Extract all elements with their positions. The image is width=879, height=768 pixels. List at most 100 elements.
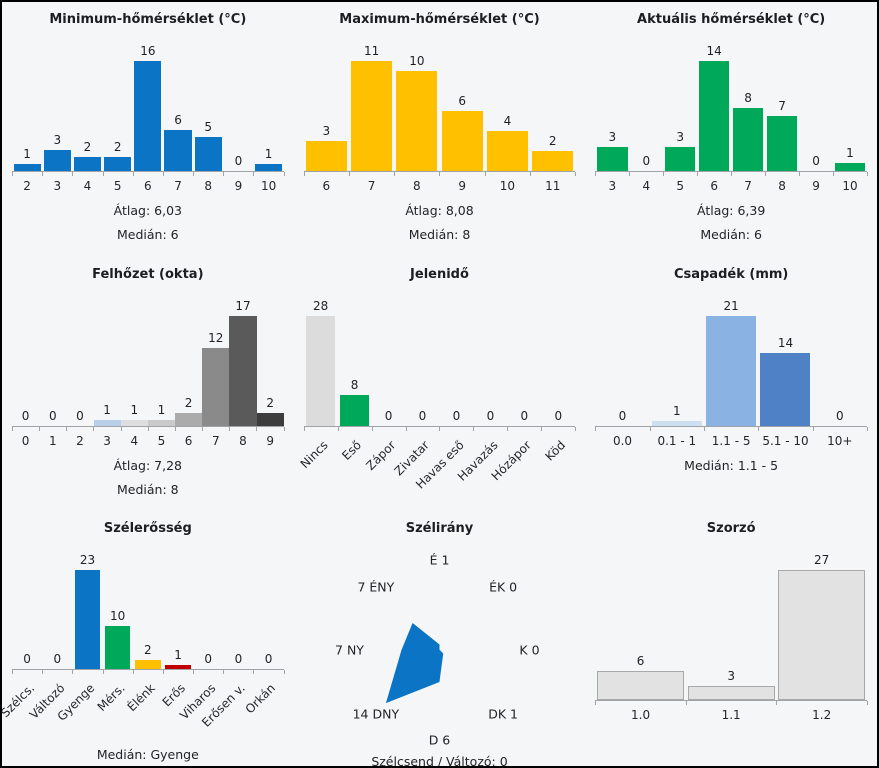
- bar-slot: 17: [229, 296, 257, 426]
- bar-value-label: 1: [264, 147, 273, 161]
- bar: [194, 137, 222, 171]
- x-label: 4: [642, 179, 651, 193]
- plot-area: 0 0 23 10 2 1 0 0 0: [2, 550, 294, 670]
- bar-value-label: 3: [727, 669, 735, 684]
- bar-value-label: 11: [363, 44, 380, 58]
- axis-tick: [229, 426, 231, 431]
- x-label: 7: [211, 433, 220, 448]
- chart-body: 6 3 27 1.0 1.1 1.2: [585, 550, 877, 722]
- axis-tick: [193, 670, 195, 675]
- axis-tick: [866, 701, 868, 706]
- bar-value-label: 27: [814, 553, 830, 568]
- x-axis-labels: 1.0 1.1 1.2: [585, 708, 877, 722]
- axis-tick: [253, 172, 255, 176]
- axis-tick: [697, 172, 699, 176]
- bar-value-label: 0: [204, 652, 213, 667]
- bar-value-label: 1: [673, 403, 681, 418]
- bar: [532, 151, 574, 171]
- axis-tick: [253, 670, 255, 675]
- bar-slot: 11: [349, 41, 394, 171]
- x-axis: [303, 425, 577, 432]
- bar-value-label: 0: [418, 408, 427, 423]
- bar: [698, 61, 730, 171]
- bar-slot: 3: [595, 41, 629, 171]
- bar-slot: 23: [72, 550, 102, 670]
- bar: [13, 164, 41, 171]
- bar-slot: 1: [163, 550, 193, 670]
- x-label: 10: [842, 179, 858, 193]
- bar: [104, 157, 132, 171]
- axis-tick: [685, 701, 687, 706]
- axis-tick: [439, 426, 441, 431]
- bar-value-label: 0: [486, 408, 495, 423]
- bar-slot: 0: [42, 550, 72, 669]
- axis-tick: [132, 172, 134, 176]
- bar-slot: 2: [530, 41, 575, 171]
- axis-tick: [162, 172, 164, 176]
- axis-tick: [283, 426, 285, 431]
- x-label: 2: [76, 433, 84, 448]
- x-label: 9: [266, 433, 274, 448]
- bar-slot: 14: [758, 296, 812, 426]
- x-label: 0.1 - 1: [657, 433, 697, 448]
- bar-value-label: 0: [234, 154, 243, 168]
- x-label: 5: [676, 179, 685, 193]
- bar-slot: 16: [133, 41, 163, 171]
- bar: [651, 420, 702, 426]
- x-axis: [12, 171, 285, 177]
- x-axis-labels: 0 1 2 3 4 5 6 7 8 9: [2, 434, 294, 448]
- axis-tick: [72, 172, 74, 176]
- bar-slot: 0: [406, 296, 440, 426]
- axis-tick: [595, 172, 597, 176]
- x-label: 0: [21, 433, 30, 448]
- x-label: 1.1: [721, 708, 741, 723]
- bar: [104, 626, 131, 670]
- bar: [73, 157, 102, 171]
- x-label: 10: [260, 179, 277, 193]
- bar-slot: 0: [12, 550, 42, 669]
- bar: [43, 150, 71, 171]
- axis-tick: [66, 426, 68, 431]
- bar: [255, 164, 283, 171]
- bar-value-label: 14: [706, 44, 722, 58]
- x-label: 7: [174, 179, 182, 193]
- bar-slot: 3: [686, 550, 777, 701]
- axis-tick: [507, 426, 509, 431]
- panel-wind-strength: Szélerősség 0 0 23 10 2 1 0 0 0 Szélcs. Változó Gye…: [2, 511, 294, 766]
- bar-value-label: 1: [174, 648, 182, 663]
- axis-tick: [193, 172, 195, 176]
- bar: [441, 111, 483, 171]
- axis-tick: [256, 426, 258, 431]
- bar-slot: 0: [193, 550, 223, 669]
- x-label: 1.1 - 5: [711, 433, 751, 448]
- bar-value-label: 2: [548, 134, 557, 148]
- x-label: 6: [322, 179, 331, 193]
- bar: [306, 315, 336, 426]
- bar-value-label: 16: [140, 44, 156, 58]
- bar-value-label: 0: [812, 154, 820, 168]
- bar-value-label: 8: [744, 91, 752, 105]
- bar-slot: 1: [147, 296, 176, 426]
- x-axis: [12, 425, 285, 432]
- direction-label: DK 1: [488, 706, 518, 722]
- bar: [760, 352, 811, 426]
- axis-tick: [484, 172, 486, 176]
- bar: [147, 419, 176, 426]
- bar-value-label: 6: [458, 94, 466, 108]
- x-axis-labels: 0.0 0.1 - 1 1.1 - 5 5.1 - 10 10+: [585, 434, 877, 448]
- bar: [93, 419, 121, 426]
- x-label: 11: [545, 179, 561, 193]
- axis-tick: [595, 701, 597, 706]
- x-label: 3: [608, 179, 617, 193]
- bar-slot: 2: [133, 550, 163, 670]
- chart-body: 3 0 3 14 8 7 0 1 3 4 5 6 7 8 9 10 Átlag: 6,39 Medián: 6: [585, 41, 877, 242]
- bar-value-label: 0: [48, 408, 57, 423]
- bar-value-label: 14: [777, 335, 794, 350]
- bar-slot: 0: [541, 296, 575, 426]
- chart-body: 0 0 23 10 2 1 0 0 0 Szélcs. Változó Gyenge Mérs. Élén…: [2, 550, 294, 762]
- axis-tick: [595, 426, 597, 431]
- x-label: 0.0: [612, 433, 633, 448]
- bar: [597, 671, 685, 701]
- bar-slot: 28: [304, 296, 338, 426]
- x-label: 1: [48, 433, 57, 448]
